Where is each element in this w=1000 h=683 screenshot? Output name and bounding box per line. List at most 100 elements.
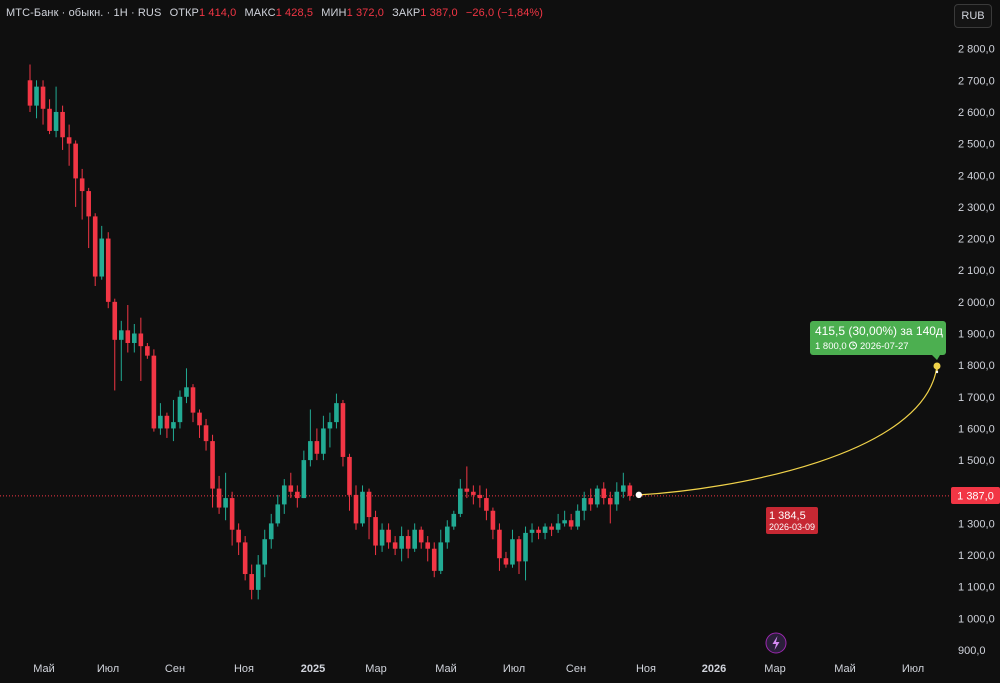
candle [327, 412, 333, 448]
candle [66, 124, 72, 166]
x-tick-label: Ноя [234, 663, 254, 675]
x-tick-label: Сен [165, 663, 185, 675]
forecast-headline: 415,5 (30,00%) за 140д [815, 324, 943, 338]
close-label: ЗАКР [392, 7, 421, 19]
candle [353, 485, 359, 530]
candle [190, 384, 196, 423]
candle [40, 80, 46, 125]
candle [484, 488, 489, 521]
candle [236, 523, 241, 556]
target-pin-icon[interactable] [933, 362, 941, 374]
open-label: ОТКР [169, 7, 199, 19]
candle [458, 479, 463, 518]
candle [464, 466, 470, 499]
candle [542, 523, 548, 540]
candle [451, 510, 457, 530]
current-point-marker[interactable] [635, 491, 643, 499]
y-tick-label: 1 000,0 [958, 613, 995, 625]
candle [490, 507, 496, 540]
candle [412, 523, 417, 552]
x-tick-label: Июл [97, 663, 119, 675]
candle [197, 409, 202, 438]
candle [158, 403, 163, 435]
candle [549, 523, 554, 537]
candle [523, 526, 528, 581]
candle [621, 472, 626, 499]
candle [184, 368, 189, 404]
candle [216, 475, 222, 514]
candle [151, 349, 157, 432]
candle [229, 491, 235, 546]
candle [477, 485, 483, 508]
last-price-badge: 1 387,0 [957, 491, 994, 503]
candle [210, 434, 215, 508]
y-tick-label: 2 600,0 [958, 107, 995, 119]
x-tick-label: 2026 [702, 663, 726, 675]
candle [255, 555, 261, 600]
low-value: 1 372,0 [346, 7, 384, 19]
candle [34, 80, 39, 119]
candle [308, 409, 313, 467]
candle [405, 529, 411, 559]
currency-button[interactable]: RUB [954, 4, 992, 28]
chart-legend: МТС-Банк · обыкн. · 1Н · RUS ОТКР1 414,0… [6, 7, 543, 19]
candle [497, 523, 502, 571]
x-tick-label: Июл [902, 663, 924, 675]
candle [373, 510, 378, 556]
candle [529, 523, 535, 543]
y-tick-label: 1 500,0 [958, 455, 995, 467]
candle [399, 526, 404, 562]
candle [607, 491, 613, 524]
candle [418, 526, 424, 549]
candle [588, 488, 594, 511]
current-point-price: 1 384,5 [769, 510, 806, 522]
candle [425, 536, 431, 562]
x-tick-label: Сен [566, 663, 586, 675]
candle [86, 187, 91, 249]
candle [503, 551, 509, 568]
candle [295, 485, 300, 508]
last-price-badge-bg [951, 487, 1000, 504]
candle [249, 564, 254, 600]
candle [268, 513, 274, 549]
change-value: −26,0 (−1,84%) [465, 7, 544, 19]
candle [27, 64, 33, 112]
candle [431, 542, 437, 578]
candle [510, 529, 515, 568]
forecast-target: 1 800,0 [815, 341, 847, 352]
candle [568, 513, 574, 530]
candle [177, 390, 183, 429]
symbol-label[interactable]: МТС-Банк · обыкн. · 1Н · RUS [6, 7, 162, 19]
x-tick-label: Май [435, 663, 457, 675]
candle [118, 320, 124, 381]
y-tick-label: 1 800,0 [958, 360, 995, 372]
current-point-date: 2026-03-09 [769, 522, 815, 532]
candle [581, 491, 587, 521]
candle [594, 485, 600, 508]
candle [262, 529, 268, 578]
candle [125, 305, 131, 353]
candle [627, 482, 633, 501]
candle [360, 485, 365, 527]
candle [314, 428, 320, 461]
candle [601, 482, 607, 505]
candle [347, 453, 352, 511]
lightning-icon[interactable] [765, 632, 787, 654]
forecast-box[interactable] [810, 321, 946, 355]
candle [92, 213, 98, 287]
candle [73, 140, 78, 207]
candle [562, 510, 567, 527]
y-tick-label: 2 200,0 [958, 234, 995, 246]
candle [138, 317, 144, 381]
candle [392, 536, 398, 556]
candle [171, 399, 176, 442]
x-tick-label: 2025 [301, 663, 325, 675]
x-tick-label: Июл [503, 663, 525, 675]
y-tick-label: 1 900,0 [958, 329, 995, 341]
candle [105, 232, 111, 309]
candle [301, 450, 307, 499]
y-tick-label: 1 300,0 [958, 518, 995, 530]
y-tick-label: 2 300,0 [958, 202, 995, 214]
y-tick-label: 2 100,0 [958, 265, 995, 277]
